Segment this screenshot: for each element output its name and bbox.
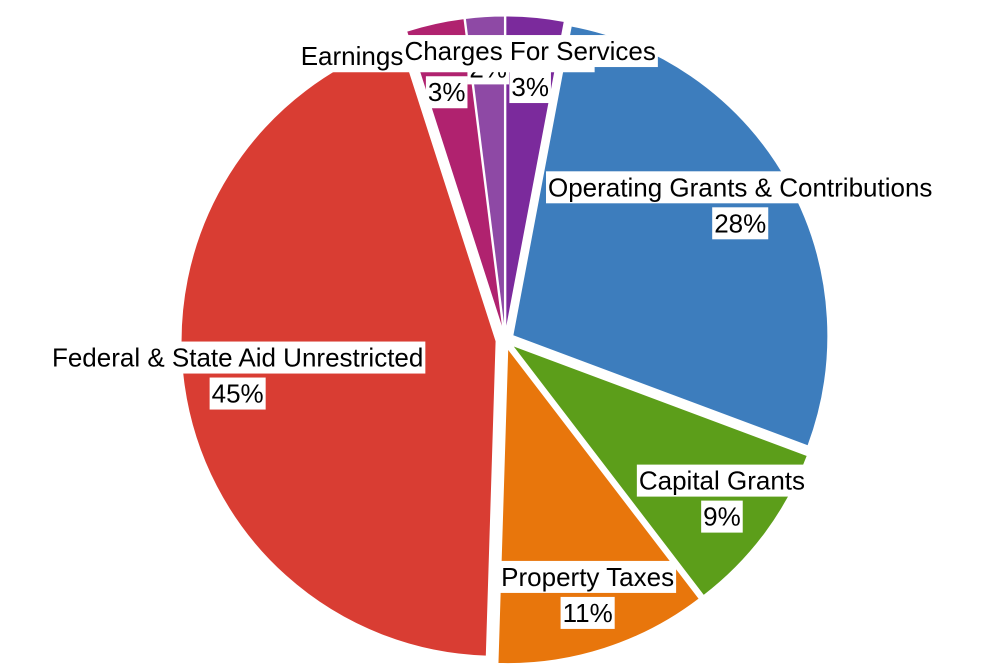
slice-label: Capital Grants 9% bbox=[636, 464, 808, 533]
slice-label: Property Taxes 11% bbox=[499, 560, 677, 629]
label-background bbox=[402, 35, 658, 68]
pie-slice bbox=[464, 15, 505, 332]
slice-percent: 3% bbox=[428, 77, 466, 107]
slice-label: Federal & State Aid Unrestricted 45% bbox=[49, 341, 426, 410]
slice-percent: 9% bbox=[703, 502, 741, 532]
slice-name: Federal & State Aid Unrestricted bbox=[52, 343, 423, 373]
label-background bbox=[546, 171, 935, 204]
slice-name: Property Taxes bbox=[501, 562, 674, 592]
label-background bbox=[560, 596, 615, 629]
label-background bbox=[209, 377, 266, 410]
slice-percent: 11% bbox=[563, 598, 613, 628]
slice-name: Charges For Services bbox=[404, 36, 655, 66]
slice-name: Capital Grants bbox=[639, 466, 805, 496]
label-background bbox=[712, 207, 769, 240]
label-background bbox=[499, 560, 677, 593]
slice-label: Charges For Services 3% bbox=[402, 35, 658, 104]
slice-percent: 28% bbox=[714, 208, 766, 238]
label-background bbox=[636, 464, 808, 497]
slice-label: Operating Grants & Contributions 28% bbox=[546, 171, 935, 240]
slice-percent: 3% bbox=[511, 72, 549, 102]
label-background bbox=[49, 341, 426, 374]
slice-percent: 45% bbox=[212, 379, 264, 409]
label-background bbox=[509, 71, 551, 104]
label-background bbox=[701, 500, 743, 533]
labels: 2%Earnings On Investments3%Federal & Sta… bbox=[49, 35, 935, 629]
slice-name: Operating Grants & Contributions bbox=[548, 172, 932, 202]
label-background bbox=[425, 76, 468, 109]
